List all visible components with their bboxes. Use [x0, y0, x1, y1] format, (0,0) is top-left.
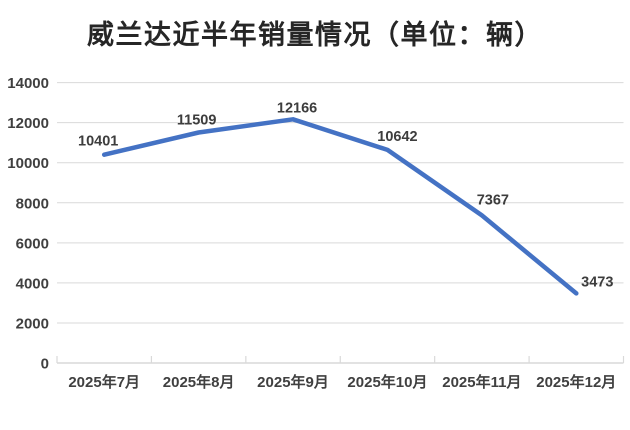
y-axis-label: 2000	[16, 315, 49, 332]
x-axis-label: 2025年8月	[163, 373, 235, 391]
y-axis-label: 12000	[7, 115, 49, 132]
y-axis-label: 6000	[16, 235, 49, 252]
x-axis-label: 2025年9月	[257, 373, 329, 391]
sales-line-series	[101, 117, 579, 296]
data-point-label: 11509	[177, 112, 217, 128]
data-point-label: 10642	[377, 129, 417, 145]
data-point-label: 3473	[581, 274, 613, 290]
y-axis-label: 8000	[16, 195, 49, 212]
y-axis-label: 10000	[7, 155, 49, 172]
x-axis-label: 2025年11月	[442, 373, 521, 391]
x-axis-label: 2025年7月	[68, 373, 140, 391]
data-point-label: 12166	[277, 100, 317, 116]
data-point-label: 10401	[78, 134, 118, 150]
x-axis-label: 2025年10月	[347, 373, 427, 391]
y-axis-label: 14000	[7, 75, 49, 92]
y-axis-label: 0	[41, 356, 49, 373]
x-axis-label: 2025年12月	[536, 373, 616, 391]
data-point-label: 7367	[477, 192, 509, 208]
y-axis-label: 4000	[16, 275, 49, 292]
chart-title: 威兰达近半年销量情况（单位：辆）	[87, 20, 543, 50]
